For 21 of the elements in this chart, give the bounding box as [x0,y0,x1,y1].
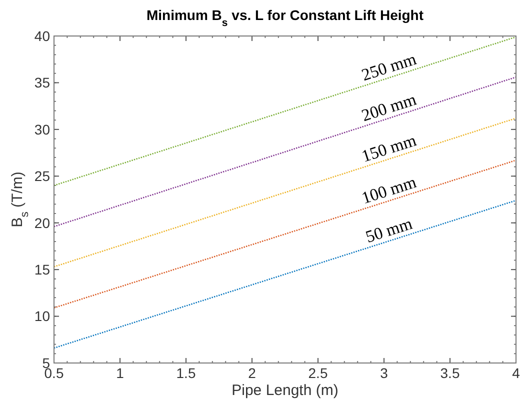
y-tick-label: 30 [34,121,50,138]
x-tick-label: 1 [116,365,124,381]
x-tick-label: 1.5 [176,365,196,381]
text: 150 mm [359,130,419,166]
text: 200 mm [359,90,419,126]
x-tick-label: 2.5 [308,365,328,381]
y-tick-label: 25 [34,168,50,184]
y-tick-label: 10 [34,308,50,324]
x-axis-title: Pipe Length (m) [232,382,338,399]
y-tick-label: 40 [34,28,50,44]
y-tick-label: 15 [34,261,50,278]
text: 50 mm [363,214,415,247]
text: 100 mm [359,172,419,208]
x-tick-label: 3 [380,365,388,381]
chart-title: Minimum B$_{s}$ vs. L for Constant Lift Height [146,7,424,29]
x-tick-label: 4 [512,365,520,381]
x-tick-label: 3.5 [440,365,460,381]
y-tick-label: 20 [34,214,50,231]
x-tick-label: 2 [248,365,256,381]
y-tick-label: 35 [34,74,50,91]
text: 250 mm [359,49,419,85]
